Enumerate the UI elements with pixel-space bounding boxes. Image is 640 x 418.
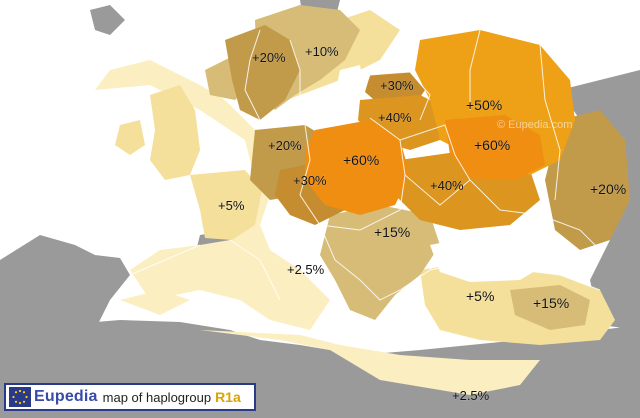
legend-brand: Eupedia xyxy=(34,388,98,405)
label-germany-north: +20% xyxy=(268,138,302,153)
label-france: +5% xyxy=(218,198,245,213)
label-italy: +2.5% xyxy=(287,262,325,277)
label-north-africa: +2.5% xyxy=(452,388,490,403)
label-anatolia-west: +5% xyxy=(466,288,494,304)
label-norway: +20% xyxy=(252,50,286,65)
label-russia-east: +20% xyxy=(590,181,626,197)
label-russia-north: +50% xyxy=(466,97,502,113)
region-labels: +20% +10% +30% +40% +50% +20% +60% +60% … xyxy=(218,44,627,404)
inland-seas xyxy=(310,65,545,282)
label-sweden: +10% xyxy=(305,44,339,59)
map-legend: Eupedia map of haplogroup R1a xyxy=(4,383,256,411)
zone-2-5-percent xyxy=(95,60,540,395)
label-belarus: +60% xyxy=(474,137,510,153)
british-isles xyxy=(115,85,200,180)
label-lithuania: +40% xyxy=(378,110,412,125)
label-anatolia-east: +15% xyxy=(533,295,569,311)
watermark-west: © Eupedia.com xyxy=(12,205,87,217)
zone-60-percent xyxy=(305,115,545,215)
label-poland: +60% xyxy=(343,152,379,168)
legend-haplogroup: R1a xyxy=(215,389,241,405)
label-latvia: +30% xyxy=(380,78,414,93)
watermark-east: © Eupedia.com xyxy=(497,119,572,131)
label-czechia: +30% xyxy=(293,173,327,188)
label-ukraine: +40% xyxy=(430,178,464,193)
eu-stars-icon xyxy=(9,387,31,407)
label-balkans: +15% xyxy=(374,224,410,240)
legend-text: map of haplogroup xyxy=(102,389,212,405)
country-borders xyxy=(94,29,601,331)
